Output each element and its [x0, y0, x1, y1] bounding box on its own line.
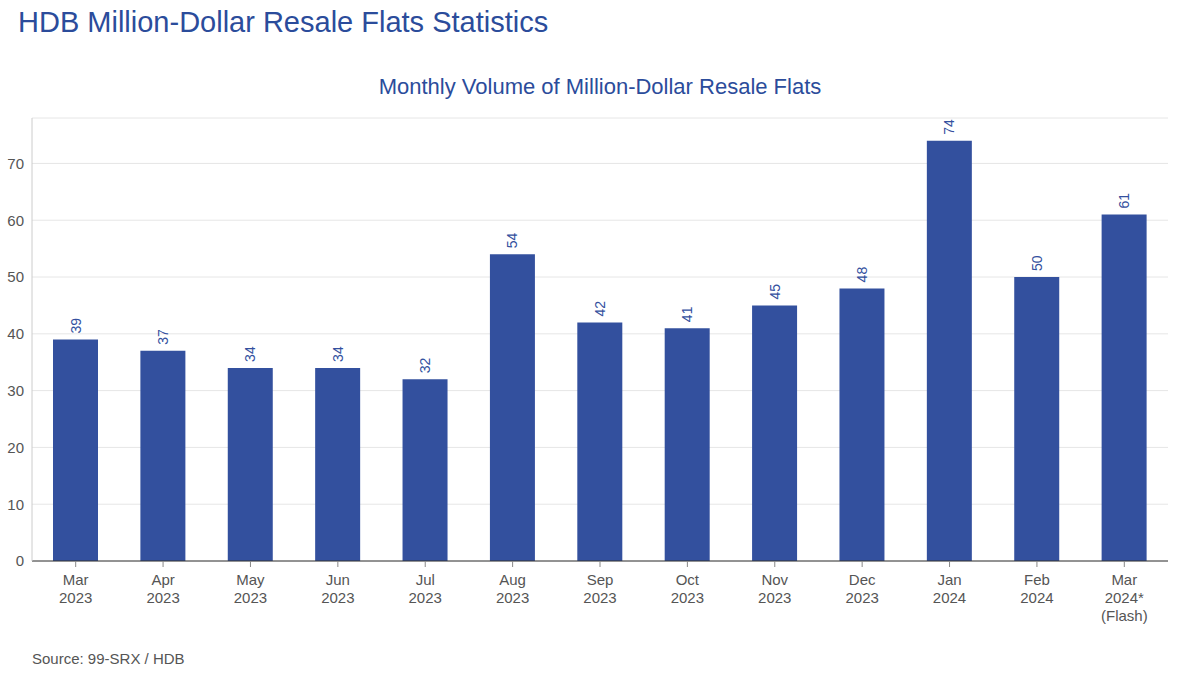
svg-text:Apr2023: Apr2023	[146, 571, 179, 606]
html-text:Monthly Volume of Million-Doll: Monthly Volume of Million-Dollar Resale …	[378, 74, 822, 99]
html-text:HDB Million-Dollar Resale Flat: HDB Million-Dollar Resale Flats Statisti…	[18, 6, 549, 38]
svg-text:50: 50	[1029, 255, 1045, 271]
svg-text:54: 54	[504, 233, 520, 249]
svg-text:Aug2023: Aug2023	[496, 571, 529, 606]
svg-text:45: 45	[767, 284, 783, 300]
svg-text:48: 48	[854, 267, 870, 283]
svg-text:20: 20	[8, 439, 24, 456]
svg-text:0: 0	[16, 552, 24, 569]
svg-text:Jul2023: Jul2023	[409, 571, 442, 606]
svg-text:41: 41	[679, 306, 695, 322]
svg-text:39: 39	[68, 318, 84, 334]
svg-text:34: 34	[242, 346, 258, 362]
svg-text:Dec2023: Dec2023	[845, 571, 878, 606]
svg-text:Nov2023: Nov2023	[758, 571, 791, 606]
svg-text:60: 60	[8, 212, 24, 229]
svg-text:Jan2024: Jan2024	[933, 571, 966, 606]
svg-text:30: 30	[8, 382, 24, 399]
svg-text:Jun2023: Jun2023	[321, 571, 354, 606]
svg-text:Mar2023: Mar2023	[59, 571, 92, 606]
svg-text:37: 37	[155, 329, 171, 345]
html-text:Source: 99-SRX / HDB: Source: 99-SRX / HDB	[32, 650, 185, 667]
svg-text:Oct2023: Oct2023	[671, 571, 704, 606]
svg-text:32: 32	[417, 357, 433, 373]
svg-text:34: 34	[330, 346, 346, 362]
svg-text:10: 10	[8, 496, 24, 513]
svg-text:Feb2024: Feb2024	[1020, 571, 1053, 606]
svg-text:Mar2024*(Flash): Mar2024*(Flash)	[1101, 571, 1148, 624]
svg-text:74: 74	[941, 119, 957, 135]
svg-text:70: 70	[8, 155, 24, 172]
svg-text:May2023: May2023	[234, 571, 267, 606]
svg-text:61: 61	[1116, 193, 1132, 209]
svg-text:42: 42	[592, 301, 608, 317]
svg-text:50: 50	[8, 268, 24, 285]
svg-text:Sep2023: Sep2023	[583, 571, 616, 606]
svg-text:40: 40	[8, 325, 24, 342]
